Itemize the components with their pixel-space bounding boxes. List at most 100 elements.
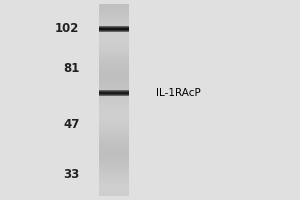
- Bar: [99, 183, 129, 184]
- Bar: [99, 178, 129, 179]
- Bar: [99, 154, 129, 155]
- Bar: [99, 173, 129, 174]
- Bar: [99, 158, 129, 159]
- Bar: [99, 98, 129, 99]
- Bar: [99, 151, 129, 152]
- Bar: [99, 63, 129, 64]
- Bar: [99, 90, 129, 91]
- Bar: [99, 124, 129, 125]
- Bar: [99, 143, 129, 144]
- Bar: [99, 49, 129, 50]
- Bar: [99, 155, 129, 156]
- Bar: [99, 79, 129, 80]
- Bar: [99, 162, 129, 163]
- Bar: [99, 186, 129, 187]
- Bar: [99, 57, 129, 58]
- Bar: [99, 68, 129, 69]
- Bar: [99, 43, 129, 44]
- Bar: [99, 170, 129, 171]
- Bar: [99, 83, 129, 84]
- Bar: [99, 108, 129, 109]
- Bar: [99, 26, 129, 27]
- Bar: [99, 132, 129, 133]
- Bar: [99, 86, 129, 87]
- Bar: [99, 31, 129, 32]
- Bar: [99, 59, 129, 60]
- Bar: [99, 74, 129, 75]
- Bar: [99, 177, 129, 178]
- Bar: [99, 99, 129, 100]
- Text: 47: 47: [63, 118, 80, 132]
- Bar: [99, 166, 129, 167]
- Bar: [99, 45, 129, 46]
- Bar: [99, 188, 129, 189]
- Bar: [99, 44, 129, 45]
- Bar: [99, 72, 129, 73]
- Bar: [99, 165, 129, 166]
- Bar: [99, 194, 129, 195]
- Bar: [99, 109, 129, 110]
- Bar: [99, 192, 129, 193]
- Bar: [99, 129, 129, 130]
- Bar: [99, 112, 129, 113]
- Bar: [99, 42, 129, 43]
- Bar: [99, 70, 129, 71]
- Bar: [99, 38, 129, 39]
- Bar: [99, 167, 129, 168]
- Bar: [99, 114, 129, 115]
- Bar: [99, 10, 129, 11]
- Bar: [99, 111, 129, 112]
- Bar: [99, 18, 129, 19]
- Bar: [99, 82, 129, 83]
- Bar: [99, 138, 129, 139]
- Bar: [99, 65, 129, 66]
- Bar: [99, 127, 129, 128]
- Bar: [99, 77, 129, 78]
- Bar: [99, 4, 129, 5]
- Bar: [99, 100, 129, 101]
- Bar: [99, 75, 129, 76]
- Bar: [99, 88, 129, 89]
- Bar: [99, 156, 129, 157]
- Bar: [99, 7, 129, 8]
- Bar: [99, 171, 129, 172]
- Bar: [99, 125, 129, 126]
- Bar: [99, 144, 129, 145]
- Bar: [99, 160, 129, 161]
- Bar: [99, 157, 129, 158]
- Bar: [99, 14, 129, 15]
- Bar: [99, 105, 129, 106]
- Bar: [99, 29, 129, 30]
- Bar: [99, 87, 129, 88]
- Bar: [99, 103, 129, 104]
- Bar: [99, 121, 129, 122]
- Bar: [99, 120, 129, 121]
- Bar: [99, 142, 129, 143]
- Bar: [99, 131, 129, 132]
- Bar: [99, 117, 129, 118]
- Bar: [99, 189, 129, 190]
- Bar: [99, 135, 129, 136]
- Bar: [99, 184, 129, 185]
- Bar: [99, 190, 129, 191]
- Bar: [99, 81, 129, 82]
- Bar: [99, 34, 129, 35]
- Bar: [99, 164, 129, 165]
- Bar: [99, 174, 129, 175]
- Bar: [99, 58, 129, 59]
- Bar: [99, 69, 129, 70]
- Bar: [99, 80, 129, 81]
- Bar: [99, 150, 129, 151]
- Bar: [99, 133, 129, 134]
- Bar: [99, 145, 129, 146]
- Bar: [99, 47, 129, 48]
- Bar: [99, 187, 129, 188]
- Bar: [99, 185, 129, 186]
- Bar: [99, 39, 129, 40]
- Bar: [99, 13, 129, 14]
- Bar: [99, 22, 129, 23]
- Bar: [99, 17, 129, 18]
- Bar: [99, 67, 129, 68]
- Bar: [99, 134, 129, 135]
- Bar: [99, 140, 129, 141]
